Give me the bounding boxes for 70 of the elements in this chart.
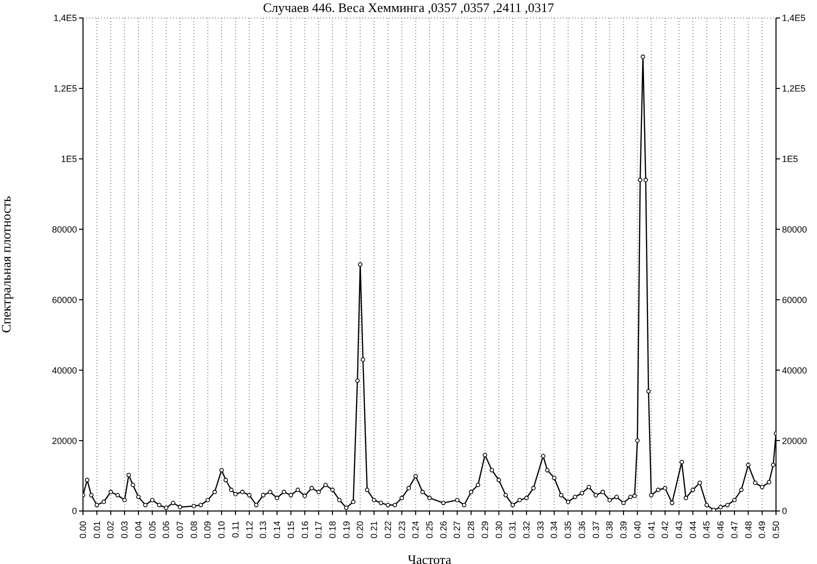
x-tick-label: 0.01 [92,521,102,539]
x-tick-label: 0.04 [133,521,144,539]
x-tick-label: 0.45 [702,521,712,539]
x-tick-label: 0.47 [729,521,740,539]
x-tick-label: 0.37 [590,521,601,539]
y-tick-label: 0 [72,506,77,516]
x-tick-label: 0.05 [147,521,158,539]
x-tick-label: 0.25 [424,521,434,539]
x-tick-label: 0.00 [78,521,88,539]
x-tick-label: 0.24 [410,521,421,539]
y-tick-label: 60000 [52,294,77,305]
x-axis-title: Частота [408,552,452,564]
x-tick-label: 0.38 [604,521,615,539]
y-tick-label: 1E5 [60,154,77,164]
x-tick-label: 0.23 [396,521,407,539]
x-tick-label: 0.22 [382,521,393,539]
y-tick-label: 20000 [52,436,77,446]
x-tick-label: 0.02 [106,521,116,539]
x-tick-label: 0.43 [674,521,684,539]
x-tick-label: 0.07 [175,521,186,539]
x-tick-label: 0.27 [452,521,462,539]
x-tick-label: 0.11 [230,521,240,538]
x-tick-label: 0.30 [494,521,504,539]
y2-tick-label: 80000 [782,224,808,234]
x-tick-label: 0.40 [632,521,642,539]
x-tick-label: 0.10 [216,521,227,539]
x-tick-label: 0.08 [188,521,199,539]
x-tick-label: 0.16 [300,521,310,539]
y-axis-title: Спектральная плотность [0,196,14,333]
y2-tick-label: 40000 [782,365,808,376]
y-tick-label: 1,2E5 [53,84,77,94]
x-tick-label: 0.12 [244,521,254,539]
x-tick-label: 0.49 [757,521,768,539]
y2-tick-label: 1E5 [782,154,798,164]
x-tick-label: 0.50 [771,521,781,539]
y2-tick-label: 1,4E5 [782,13,806,24]
x-tick-label: 0.03 [120,521,130,539]
x-tick-label: 0.15 [286,521,296,539]
x-tick-label: 0.33 [535,521,546,539]
x-tick-label: 0.19 [341,521,352,539]
y2-tick-label: 1,2E5 [782,84,806,94]
x-tick-label: 0.36 [576,521,587,539]
y2-tick-label: 0 [782,506,788,516]
x-tick-label: 0.35 [563,521,574,539]
chart-title: Случаев 446. Веса Хемминга ,0357 ,0357 ,2411 ,0317 [263,0,554,15]
x-tick-label: 0.21 [369,521,380,539]
x-tick-label: 0.14 [272,521,282,539]
x-tick-label: 0.42 [660,521,670,539]
x-tick-label: 0.20 [355,521,366,539]
y-tick-label: 80000 [52,224,77,234]
x-tick-label: 0.44 [688,521,698,539]
x-tick-label: 0.48 [743,521,754,539]
x-tick-label: 0.41 [646,521,656,539]
x-tick-label: 0.31 [508,521,518,539]
y-tick-label: 1,4E5 [53,13,77,24]
x-tick-label: 0.32 [522,521,532,539]
y2-tick-label: 20000 [782,436,808,446]
x-tick-label: 0.09 [202,521,213,539]
x-tick-label: 0.18 [327,521,338,539]
x-tick-label: 0.34 [549,521,560,539]
x-tick-label: 0.28 [466,521,476,539]
x-tick-label: 0.13 [258,521,268,539]
x-tick-label: 0.06 [161,521,172,539]
y2-tick-label: 60000 [782,294,808,305]
x-tick-label: 0.26 [438,521,448,539]
x-tick-label: 0.39 [618,521,629,539]
y-tick-label: 40000 [52,365,77,376]
x-tick-label: 0.46 [716,521,726,539]
x-tick-label: 0.17 [314,521,324,539]
x-tick-label: 0.29 [480,521,490,539]
